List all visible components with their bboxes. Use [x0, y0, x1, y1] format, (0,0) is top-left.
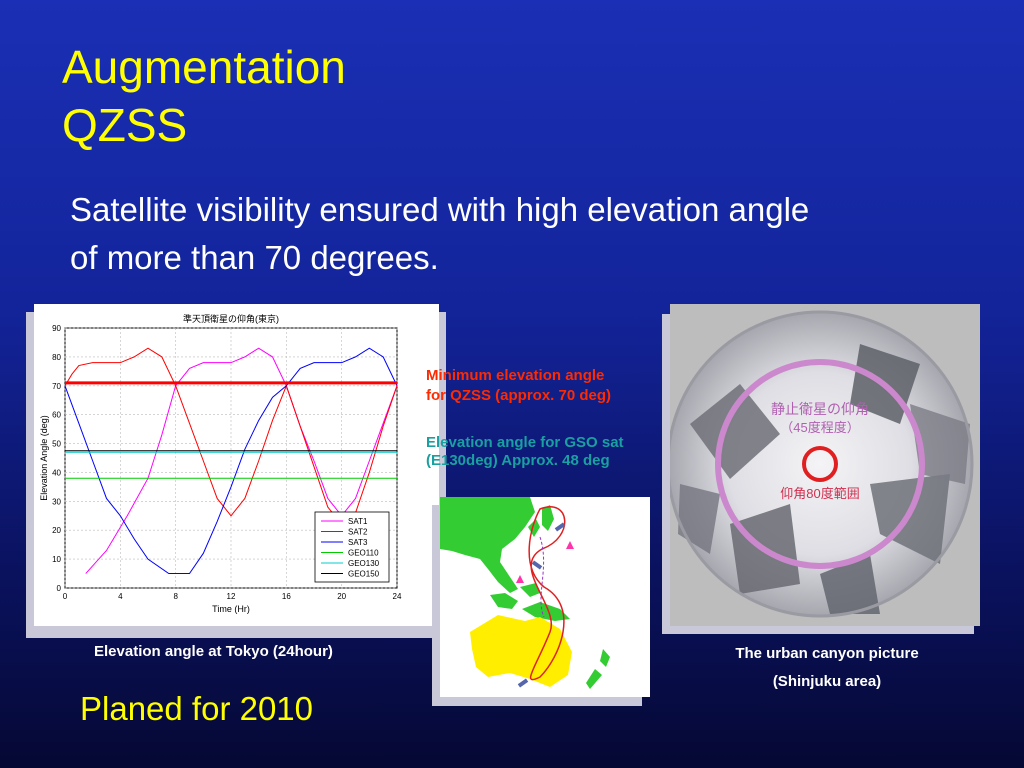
series-line-sat1 [85, 347, 398, 574]
photo-caption-line-2: (Shinjuku area) [772, 673, 882, 690]
x-tick-label: 16 [282, 592, 291, 601]
geo-elevation-photo-label-2: （45度程度） [780, 420, 859, 435]
slide-subtitle: Satellite visibility ensured with high e… [70, 186, 970, 282]
subtitle-line-1: Satellite visibility ensured with high e… [70, 191, 810, 228]
photo-caption-line-1: The urban canyon picture [735, 645, 919, 662]
min-elevation-line-2: for QZSS (approx. 70 deg) [426, 387, 612, 404]
urban-canyon-photo-panel: 静止衛星の仰角 （45度程度） 仰角80度範囲 [666, 304, 980, 626]
y-tick-label: 50 [52, 440, 61, 449]
x-tick-label: 4 [118, 592, 123, 601]
y-tick-label: 60 [52, 411, 61, 420]
x-tick-label: 20 [337, 592, 346, 601]
slide-title: Augmentation QZSS [62, 38, 346, 154]
geo-elevation-photo-label-1: 静止衛星の仰角 [771, 401, 869, 417]
legend-box [314, 511, 390, 583]
title-line-1: Augmentation [62, 41, 346, 93]
min-elevation-annotation: Minimum elevation angle for QZSS (approx… [426, 366, 611, 406]
photo-caption: The urban canyon picture (Shinjuku area) [664, 640, 990, 696]
chart-title: 準天頂衛星の仰角(東京) [183, 313, 279, 324]
y-tick-label: 0 [57, 584, 62, 593]
x-axis-label: Time (Hr) [212, 604, 250, 614]
chart-panel: 準天頂衛星の仰角(東京) 0 4 8 12 16 20 24 0 10 20 30 40 50 60 70 8… [34, 304, 439, 626]
elevation-chart: 準天頂衛星の仰角(東京) 0 4 8 12 16 20 24 0 10 20 30 40 50 60 70 8… [39, 313, 402, 614]
subtitle-line-2: of more than 70 degrees. [70, 239, 439, 276]
y-tick-label: 40 [52, 468, 61, 477]
series-line-sat3 [64, 347, 398, 575]
legend-label-sat2: SAT2 [348, 528, 368, 537]
chart-caption: Elevation angle at Tokyo (24hour) [94, 643, 333, 660]
x-tick-label: 12 [227, 592, 236, 601]
legend-label-geo110: GEO110 [348, 549, 379, 558]
legend-label-sat3: SAT3 [348, 538, 368, 547]
qzss-orbit-map-icon [440, 497, 650, 697]
y-tick-label: 80 [52, 353, 61, 362]
x-tick-label: 8 [173, 592, 178, 601]
title-line-2: QZSS [62, 99, 188, 151]
planned-date-text: Planed for 2010 [80, 690, 314, 727]
x-tick-label: 0 [63, 592, 68, 601]
fisheye-photo-icon: 静止衛星の仰角 （45度程度） 仰角80度範囲 [666, 304, 980, 626]
x-tick-label: 24 [393, 592, 402, 601]
gso-elevation-annotation: Elevation angle for GSO sat (E130deg) Ap… [426, 434, 624, 470]
y-axis-label: Elevation Angle (deg) [39, 415, 49, 501]
legend-label-sat1: SAT1 [348, 517, 368, 526]
y-tick-label: 30 [52, 497, 61, 506]
y-tick-label: 90 [52, 324, 61, 333]
gso-elevation-line-2: (E130deg) Approx. 48 deg [426, 452, 610, 469]
min-elevation-line-1: Minimum elevation angle [426, 367, 605, 384]
gso-elevation-line-1: Elevation angle for GSO sat [426, 434, 624, 451]
y-tick-label: 70 [52, 382, 61, 391]
orbit-map-panel [440, 497, 650, 697]
y-tick-label: 20 [52, 526, 61, 535]
legend-label-geo130: GEO130 [348, 559, 380, 568]
legend-label-geo150: GEO150 [348, 570, 380, 579]
elevation-80-photo-label: 仰角80度範囲 [780, 486, 859, 501]
y-tick-label: 10 [52, 555, 61, 564]
